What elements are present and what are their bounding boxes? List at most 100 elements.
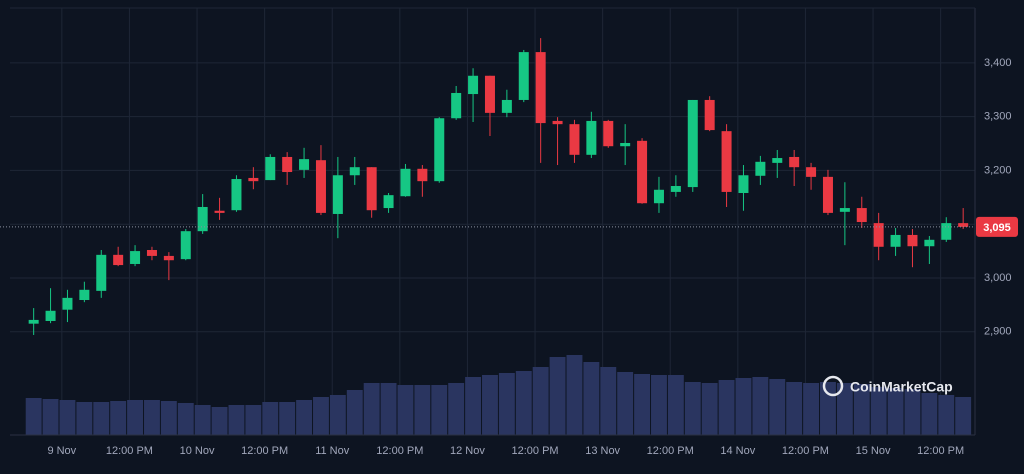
candle-body	[484, 75, 495, 113]
volume-bar	[482, 375, 498, 435]
volume-bar	[279, 402, 296, 435]
volume-bar	[583, 362, 600, 435]
candle-body	[704, 99, 715, 131]
volume-bar	[853, 384, 870, 435]
volume-bar	[820, 382, 836, 435]
volume-bar	[59, 400, 76, 435]
candle-body	[772, 158, 783, 163]
candle-body	[163, 255, 174, 261]
candle-body	[907, 234, 918, 247]
candle-body	[856, 208, 867, 223]
y-tick-label: 3,000	[984, 272, 1012, 284]
candle-body	[873, 223, 884, 247]
candle-body	[890, 234, 901, 247]
candle-body	[755, 161, 766, 176]
candle-body	[265, 156, 276, 181]
x-tick-label: 12 Nov	[450, 445, 485, 457]
candle-body	[231, 179, 242, 211]
volume-bar	[600, 367, 617, 435]
candle-body	[789, 156, 800, 168]
candle-body	[839, 208, 850, 212]
volume-bar	[549, 357, 566, 435]
candles	[0, 38, 975, 335]
current-price-label: 3,095	[983, 222, 1011, 234]
candle-body	[721, 131, 732, 192]
candle-body	[130, 251, 141, 264]
volume-bar	[667, 375, 684, 435]
y-tick-label: 2,900	[984, 326, 1012, 338]
x-tick-label: 13 Nov	[585, 445, 620, 457]
volume-bar	[870, 387, 887, 435]
x-tick-label: 9 Nov	[47, 445, 76, 457]
volume-bar	[25, 398, 42, 435]
watermark: CoinMarketCap	[822, 375, 953, 397]
x-tick-label: 12:00 PM	[647, 445, 694, 457]
volume-bar	[313, 397, 329, 435]
candle-body	[687, 99, 698, 188]
volume-bar	[684, 382, 701, 435]
candle-body	[434, 118, 445, 182]
volume-bar	[836, 383, 853, 435]
volume-bar	[904, 389, 921, 435]
candle-body	[180, 231, 191, 260]
volume-bar	[245, 405, 262, 435]
x-tick-label: 14 Nov	[720, 445, 755, 457]
volume-bar	[363, 383, 380, 435]
volume-bar	[532, 367, 549, 435]
y-tick-label: 3,200	[984, 164, 1012, 176]
volume-bar	[76, 402, 93, 435]
volume-bar	[346, 390, 363, 435]
candle-body	[822, 176, 833, 213]
candle-body	[586, 120, 597, 155]
volume-bar	[634, 374, 651, 435]
volume-bar	[769, 379, 786, 435]
candle-body	[299, 159, 310, 170]
candle-body	[924, 239, 935, 247]
x-tick-label: 12:00 PM	[106, 445, 153, 457]
candle-body	[958, 223, 969, 227]
candle-body	[518, 52, 529, 100]
candle-body	[79, 289, 90, 301]
x-tick-label: 11 Nov	[315, 445, 350, 457]
volume-bar	[752, 377, 769, 435]
candle-body	[738, 175, 749, 193]
volume-bar	[651, 375, 667, 435]
volume-bar	[955, 397, 972, 435]
volume-bar	[938, 395, 955, 435]
x-tick-label: 10 Nov	[180, 445, 215, 457]
candle-body	[637, 140, 648, 204]
x-tick-label: 15 Nov	[856, 445, 891, 457]
y-tick-label: 3,300	[984, 111, 1012, 123]
candle-body	[653, 189, 664, 204]
volume-bar	[566, 355, 583, 435]
candle-body	[28, 319, 39, 324]
candle-body	[332, 175, 343, 214]
volume-bar	[329, 395, 346, 435]
watermark-text: CoinMarketCap	[850, 379, 953, 395]
volume-bar	[144, 400, 160, 435]
x-tick-label: 12:00 PM	[782, 445, 829, 457]
x-tick-label: 12:00 PM	[376, 445, 423, 457]
volume-bar	[93, 402, 110, 435]
candle-body	[248, 177, 259, 182]
current-price-box	[976, 216, 1018, 237]
candle-body	[806, 167, 817, 177]
volume-bar	[887, 388, 904, 435]
candle-body	[400, 168, 411, 197]
volume-bar	[786, 382, 803, 435]
candle-body	[197, 206, 208, 232]
volume-bar	[177, 403, 194, 435]
volume	[25, 355, 972, 435]
volume-bar	[701, 383, 718, 435]
candle-body	[45, 310, 56, 321]
candle-body	[113, 254, 124, 266]
candle-body	[417, 168, 428, 182]
volume-bar	[397, 385, 414, 435]
candle-body	[501, 99, 512, 113]
volume-bar	[194, 405, 211, 435]
volume-bar	[127, 400, 144, 435]
candle-body	[552, 120, 563, 125]
volume-bar	[211, 407, 228, 435]
